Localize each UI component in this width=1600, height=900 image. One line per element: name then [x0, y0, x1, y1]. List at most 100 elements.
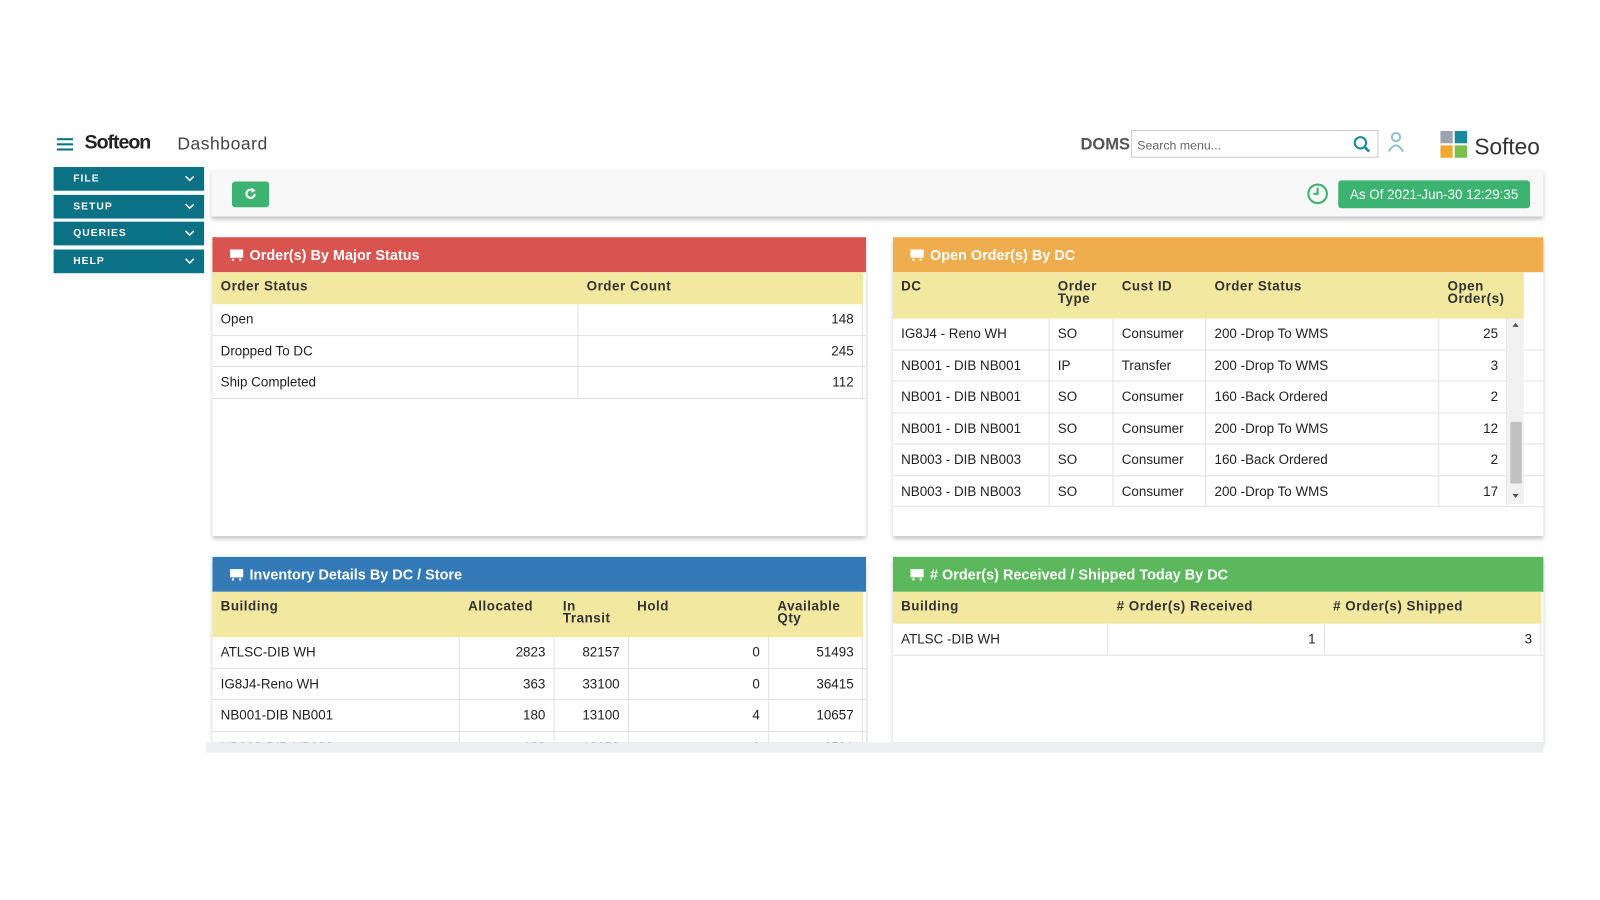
table-cell: 36415 — [769, 668, 863, 700]
data-table: Building # Order(s) Received # Order(s) Sh… — [892, 591, 1544, 656]
table-row: IG8J4 - Reno WH SO Consumer 200 -Drop To WM… — [892, 318, 1544, 351]
table-cell: 182 — [460, 731, 555, 743]
table-cell: 51493 — [769, 637, 863, 668]
menu-label: HELP — [73, 255, 105, 267]
column-header[interactable]: Building — [901, 597, 959, 614]
table-cell: 33100 — [555, 668, 629, 700]
table-cell: SO — [1050, 444, 1114, 475]
column-header[interactable]: # Order(s) Shipped — [1333, 597, 1464, 614]
column-header[interactable]: In Transit — [562, 597, 611, 626]
table-cell: SO — [1050, 381, 1114, 412]
table-cell: NB001 - DIB NB001 — [893, 412, 1050, 444]
panel-title: Inventory Details By DC / Store — [249, 566, 463, 583]
table-cell: ATLSC-DIB WH — [212, 637, 460, 668]
table-row: NB001 - DIB NB001 SO Consumer 200 -Drop To … — [892, 412, 1544, 445]
panel: Open Order(s) By DC DC Order Type Cust ID Or… — [892, 237, 1544, 537]
column-header[interactable]: Allocated — [468, 597, 534, 614]
column-header[interactable]: Available Qty — [777, 597, 841, 626]
menu-item[interactable]: QUERIES — [53, 221, 205, 246]
column-header[interactable]: Order Count — [586, 278, 672, 294]
table-cell: 2 — [1439, 444, 1508, 475]
table-header: Building # Order(s) Received # Order(s) Sh… — [892, 591, 1542, 624]
table-cell: 2 — [1439, 381, 1508, 412]
table-cell: NB003-DIB NB003 — [212, 731, 460, 743]
panel-title: Open Order(s) By DC — [929, 246, 1076, 263]
table-row: Ship Completed 112 — [212, 367, 867, 399]
data-table: DC Order Type Cust ID Order Status Open Orde… — [892, 272, 1544, 508]
page-title: Dashboard — [177, 134, 268, 154]
as-of-timestamp: As Of 2021-Jun-30 12:29:35 — [1338, 180, 1531, 209]
table-cell: 245 — [578, 335, 863, 367]
table-cell: 0 — [629, 668, 770, 700]
table-cell: NB003 - DIB NB003 — [893, 444, 1050, 475]
column-header[interactable]: DC — [901, 278, 922, 294]
table-cell: 4 — [629, 700, 770, 731]
refresh-button[interactable] — [231, 181, 270, 208]
footer-strip — [206, 742, 1544, 753]
search-icon[interactable] — [1353, 135, 1372, 154]
table-cell: Transfer — [1113, 350, 1207, 381]
column-header[interactable]: Hold — [637, 597, 670, 614]
table-cell: Consumer — [1113, 475, 1207, 507]
table-cell: 2823 — [460, 637, 555, 668]
hamburger-menu[interactable] — [56, 137, 74, 151]
app-name: DOMS — [1080, 136, 1130, 154]
table-cell: NB001 - DIB NB001 — [893, 381, 1050, 412]
menu-label: QUERIES — [73, 227, 127, 240]
column-header[interactable]: # Order(s) Received — [1116, 597, 1254, 614]
brand-logo: Softeon — [84, 131, 152, 154]
table-cell: 17 — [1439, 475, 1508, 507]
panel-header: # Order(s) Received / Shipped Today By D… — [892, 556, 1544, 592]
table-cell: NB001 - DIB NB001 — [893, 350, 1050, 381]
panel: # Order(s) Received / Shipped Today By D… — [892, 556, 1544, 743]
column-header[interactable]: Cust ID — [1121, 278, 1173, 294]
table-cell: Dropped To DC — [212, 335, 579, 367]
table-row: ATLSC-DIB WH 2823 82157 0 51493 — [212, 637, 867, 669]
column-header[interactable]: Open Order(s) — [1447, 278, 1505, 307]
table-cell: Ship Completed — [212, 367, 579, 398]
table-header: Building Allocated In Transit Hold Available… — [212, 591, 863, 638]
table-cell: 200 -Drop To WMS — [1206, 350, 1440, 381]
column-header[interactable]: Building — [220, 597, 279, 614]
table-cell: 3 — [1325, 623, 1542, 655]
scrollbar[interactable] — [1507, 318, 1524, 505]
column-header[interactable]: Order Status — [1214, 278, 1302, 294]
search-box[interactable]: Search menu... — [1131, 129, 1379, 158]
table-cell: NB001-DIB NB001 — [212, 700, 460, 731]
table-cell: IG8J4-Reno WH — [212, 668, 460, 700]
clock-icon — [1307, 183, 1328, 205]
table-row: NB001-DIB NB001 180 13100 4 10657 — [212, 700, 867, 732]
menu-label: FILE — [73, 173, 100, 185]
menu-label: SETUP — [73, 200, 113, 212]
table-header: DC Order Type Cust ID Order Status Open Orde… — [892, 272, 1524, 319]
table-cell: 19650 — [555, 731, 629, 743]
table-cell: 25 — [1439, 318, 1508, 349]
table-cell: SO — [1050, 318, 1114, 349]
table-cell: Consumer — [1113, 444, 1207, 475]
toolbar: As Of 2021-Jun-30 12:29:35 — [211, 170, 1544, 217]
table-header: Order Status Order Count — [212, 272, 863, 305]
table-row: NB001 - DIB NB001 SO Consumer 160 -Back Ord… — [892, 381, 1544, 413]
table-cell: ATLSC -DIB WH — [893, 623, 1109, 655]
table-row: NB003 - DIB NB003 SO Consumer 160 -Back Ord… — [892, 444, 1544, 476]
data-table: Order Status Order Count Open 148 Dropped To… — [212, 272, 867, 399]
user-icon[interactable] — [1387, 131, 1408, 154]
table-cell: 1 — [1108, 623, 1325, 655]
column-header[interactable]: Order Type — [1057, 278, 1097, 307]
column-header[interactable]: Order Status — [220, 278, 309, 294]
menu-item[interactable]: HELP — [53, 248, 205, 273]
table-cell: 3 — [1439, 350, 1508, 381]
table-cell: 200 -Drop To WMS — [1206, 318, 1440, 349]
table-cell: Consumer — [1113, 318, 1207, 349]
table-cell: 160 -Back Ordered — [1206, 444, 1440, 475]
menu-item[interactable]: FILE — [53, 167, 205, 191]
table-cell: 200 -Drop To WMS — [1206, 412, 1440, 444]
menu-item[interactable]: SETUP — [53, 194, 205, 219]
table-cell: 148 — [578, 304, 863, 335]
table-cell: 160 -Back Ordered — [1206, 381, 1440, 412]
table-cell: Consumer — [1113, 381, 1207, 412]
panel-header: Inventory Details By DC / Store — [212, 556, 867, 592]
table-cell: SO — [1050, 412, 1114, 444]
table-row: NB003-DIB NB0031821965066591 — [212, 731, 866, 743]
table-cell: 112 — [578, 367, 863, 398]
